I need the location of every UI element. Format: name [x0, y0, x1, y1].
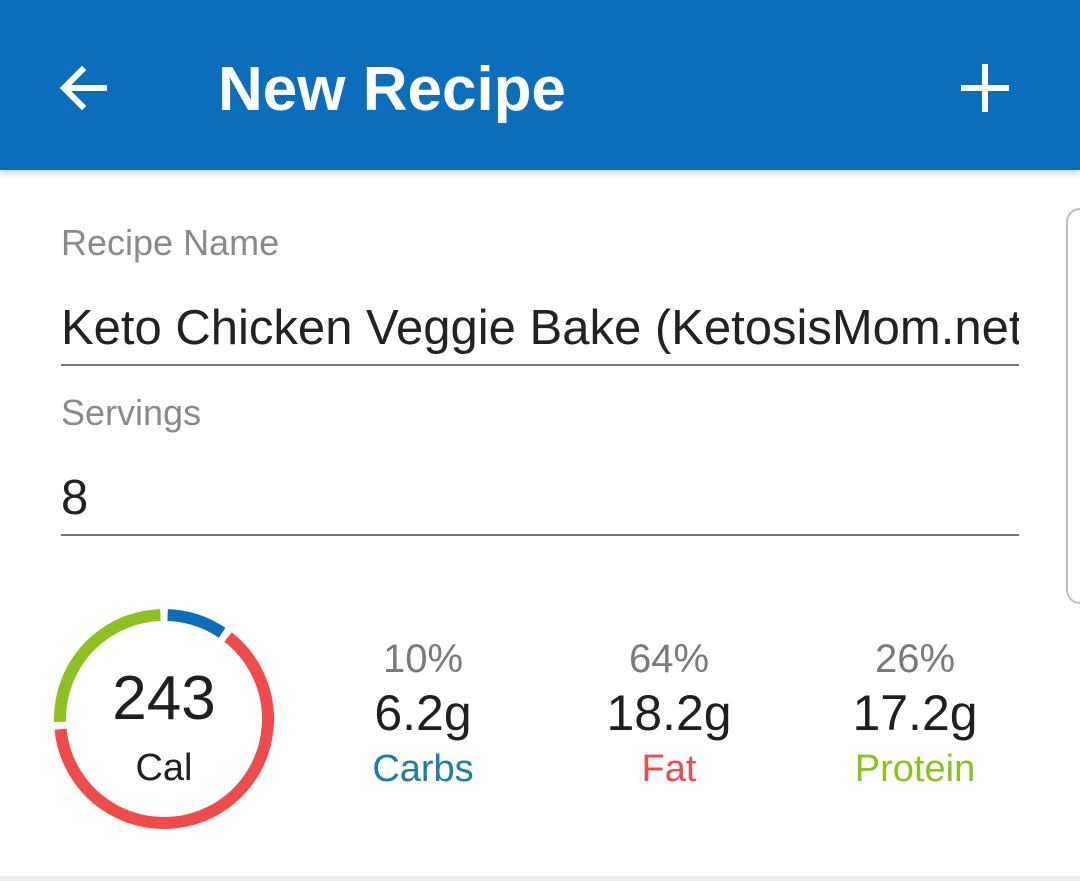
plus-icon	[961, 64, 1009, 112]
recipe-name-label: Recipe Name	[61, 222, 280, 263]
macro-protein: 26% 17.2g Protein	[800, 636, 1030, 794]
carbs-percent: 10%	[382, 637, 464, 681]
carbs-label: Carbs	[372, 748, 474, 790]
side-card-edge	[1066, 208, 1080, 604]
recipe-name-input[interactable]	[61, 292, 1019, 366]
protein-label: Protein	[854, 748, 976, 790]
fat-grams: 18.2g	[606, 685, 732, 741]
servings-label: Servings	[61, 392, 202, 433]
ring-segment-fat	[54, 632, 274, 829]
carbs-grams: 6.2g	[374, 685, 472, 741]
calorie-ring	[48, 603, 280, 835]
app-bar: New Recipe	[0, 0, 1080, 170]
page-title: New Recipe	[218, 55, 567, 124]
ring-segment-protein	[54, 609, 161, 723]
arrow-left-icon	[59, 65, 107, 111]
fat-percent: 64%	[628, 637, 710, 681]
protein-percent: 26%	[874, 637, 956, 681]
protein-grams: 17.2g	[852, 685, 978, 741]
macro-fat: 64% 18.2g Fat	[554, 636, 784, 794]
servings-input[interactable]	[61, 462, 1019, 536]
calories-unit: Cal	[135, 747, 193, 789]
calories-value: 243	[112, 664, 216, 733]
fat-label: Fat	[641, 748, 697, 790]
macro-carbs: 10% 6.2g Carbs	[308, 636, 538, 794]
back-button[interactable]	[54, 58, 114, 118]
add-button[interactable]	[953, 56, 1017, 120]
section-divider	[0, 876, 1080, 881]
ring-segment-carbs	[167, 609, 226, 638]
